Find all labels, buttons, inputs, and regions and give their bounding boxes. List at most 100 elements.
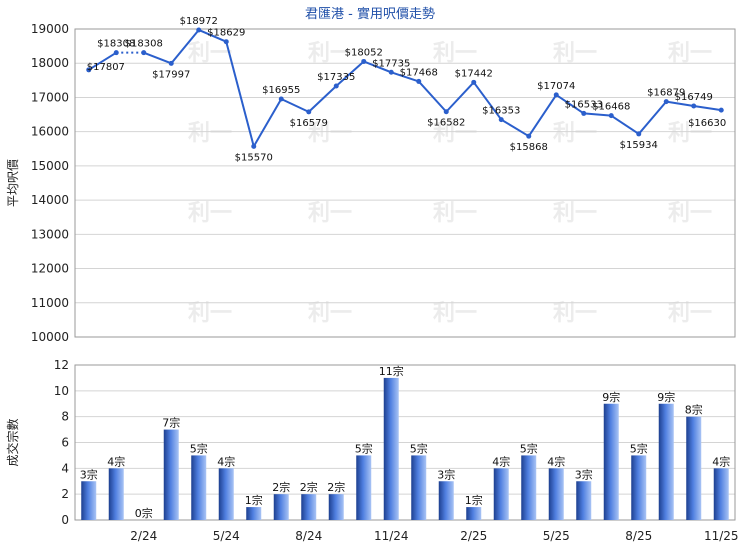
data-label: $15934 <box>620 140 658 151</box>
series-line-segment <box>583 112 612 117</box>
bar-label: 4宗 <box>547 454 565 468</box>
data-point[interactable] <box>86 67 92 73</box>
y-tick-label: 17000 <box>31 90 69 104</box>
bar-label: 4宗 <box>492 454 510 468</box>
y-tick-label: 12000 <box>31 262 69 276</box>
bar[interactable] <box>383 377 399 520</box>
bar[interactable] <box>301 494 317 520</box>
watermark-text: 利一 <box>308 201 352 226</box>
bar[interactable] <box>576 481 592 520</box>
bar[interactable] <box>108 468 124 520</box>
data-point[interactable] <box>168 60 174 66</box>
bar[interactable] <box>466 507 482 520</box>
bar-label: 5宗 <box>630 441 648 455</box>
data-point[interactable] <box>416 78 422 84</box>
bar-label: 3宗 <box>575 467 593 481</box>
data-point[interactable] <box>553 92 559 98</box>
series-line-segment <box>170 29 200 64</box>
bar[interactable] <box>521 455 537 520</box>
data-point[interactable] <box>251 143 257 149</box>
watermark-text: 利一 <box>308 301 352 326</box>
bar[interactable] <box>328 494 344 520</box>
data-point[interactable] <box>581 110 587 116</box>
data-point[interactable] <box>113 50 119 56</box>
y-tick-label: 13000 <box>31 227 69 241</box>
bar-label: 2宗 <box>272 480 290 494</box>
bar[interactable] <box>603 403 619 520</box>
data-point[interactable] <box>141 50 147 56</box>
bar[interactable] <box>631 455 647 520</box>
data-point[interactable] <box>196 27 202 33</box>
data-point[interactable] <box>361 58 367 64</box>
y-tick-label: 18000 <box>31 56 69 70</box>
bar[interactable] <box>246 507 262 520</box>
data-point[interactable] <box>443 109 449 115</box>
y-axis-title: 成交宗數 <box>5 418 20 466</box>
data-point[interactable] <box>636 131 642 137</box>
bar[interactable] <box>411 455 427 520</box>
volume-bar-chart: 0 2 4 6 8 10 12 成交宗數 3宗 4宗 0宗 7宗 5宗 4宗 1宗 2宗 2宗 2宗 5宗 11宗 5宗… <box>5 358 739 543</box>
data-point[interactable] <box>526 133 532 139</box>
data-label: $18308 <box>97 39 135 50</box>
data-point[interactable] <box>608 113 614 119</box>
y-tick-label: 8 <box>61 410 69 424</box>
bar-label: 11宗 <box>379 364 404 378</box>
data-label: $16353 <box>482 106 520 117</box>
bar-label: 4宗 <box>107 454 125 468</box>
chart-title: 君匯港 - 實用呎價走勢 <box>305 6 435 22</box>
watermark-text: 利一 <box>668 201 712 226</box>
data-point[interactable] <box>691 103 697 109</box>
y-tick-label: 19000 <box>31 22 69 36</box>
watermark-text: 利一 <box>308 121 352 146</box>
data-label: $18052 <box>345 47 383 58</box>
data-point[interactable] <box>388 69 394 75</box>
series-line-segment <box>527 94 558 137</box>
series-line-segment <box>225 41 255 147</box>
y-tick-label: 14000 <box>31 193 69 207</box>
bar[interactable] <box>713 468 729 520</box>
watermark-text: 利一 <box>668 301 712 326</box>
x-tick-label: 11/25 <box>704 529 739 543</box>
data-point[interactable] <box>718 107 724 113</box>
data-point[interactable] <box>663 99 669 105</box>
y-tick-label: 11000 <box>31 296 69 310</box>
bar[interactable] <box>493 468 509 520</box>
bar[interactable] <box>356 455 372 520</box>
bar[interactable] <box>686 416 702 520</box>
bar-label: 5宗 <box>520 441 538 455</box>
series-line-segment <box>555 94 585 115</box>
series-line-segment <box>335 60 365 87</box>
bar[interactable] <box>548 468 564 520</box>
watermark-text: 利一 <box>188 121 232 146</box>
watermark-text: 利一 <box>553 201 597 226</box>
bar-label: 0宗 <box>135 506 153 520</box>
data-point[interactable] <box>471 79 477 85</box>
bar-label: 8宗 <box>685 403 703 417</box>
bar[interactable] <box>438 481 454 520</box>
bar[interactable] <box>658 403 674 520</box>
bar[interactable] <box>273 494 289 520</box>
bar-label: 1宗 <box>465 493 483 507</box>
data-label: $16533 <box>565 99 603 110</box>
series-line-segment <box>418 80 447 113</box>
data-point[interactable] <box>223 39 229 45</box>
x-tick-label: 8/25 <box>625 529 652 543</box>
bar[interactable] <box>163 429 179 520</box>
data-point[interactable] <box>333 83 339 89</box>
bar[interactable] <box>218 468 234 520</box>
series-line-segment <box>637 100 668 135</box>
bar[interactable] <box>191 455 207 520</box>
data-point[interactable] <box>278 96 284 102</box>
bar-label: 5宗 <box>355 441 373 455</box>
y-tick-label: 10000 <box>31 330 69 344</box>
data-label: $17997 <box>152 69 190 80</box>
data-point[interactable] <box>498 117 504 123</box>
bar[interactable] <box>81 481 97 520</box>
data-label: $16879 <box>647 88 685 99</box>
watermark-text: 利一 <box>308 41 352 66</box>
watermark-text: 利一 <box>188 301 232 326</box>
data-point[interactable] <box>306 109 312 115</box>
bar-label: 3宗 <box>437 467 455 481</box>
